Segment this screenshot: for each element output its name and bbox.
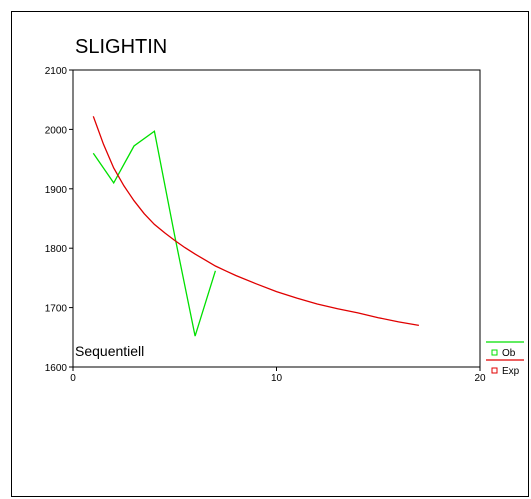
y-tick-label: 1800 xyxy=(45,244,68,255)
y-tick-label: 1900 xyxy=(45,185,68,196)
chart-subtitle: Sequentiell xyxy=(75,343,145,359)
x-tick-label: 0 xyxy=(70,373,76,384)
chart-svg: 1600 1700 1800 1900 2000 2100 0 10 20 Ob Exp xyxy=(45,66,524,384)
y-tick-label: 1600 xyxy=(45,363,68,374)
chart-frame: SLIGHTIN 1600 1700 1800 1900 2000 2100 0 10 20 Ob… xyxy=(11,11,529,497)
y-tick-label: 2100 xyxy=(45,66,68,77)
x-tick-label: 10 xyxy=(271,373,283,384)
y-tick-label: 1700 xyxy=(45,304,68,315)
y-tick-label: 2000 xyxy=(45,125,68,136)
plot-area xyxy=(72,69,481,368)
x-tick-label: 20 xyxy=(474,373,486,384)
legend-label-exp: Exp xyxy=(502,366,520,377)
legend-label-ob: Ob xyxy=(502,348,516,359)
series-line-exp xyxy=(92,116,420,327)
legend-marker-exp xyxy=(491,367,498,374)
legend-marker-ob xyxy=(491,349,498,356)
chart-title: SLIGHTIN xyxy=(75,36,168,58)
series-line-ob xyxy=(92,130,217,337)
